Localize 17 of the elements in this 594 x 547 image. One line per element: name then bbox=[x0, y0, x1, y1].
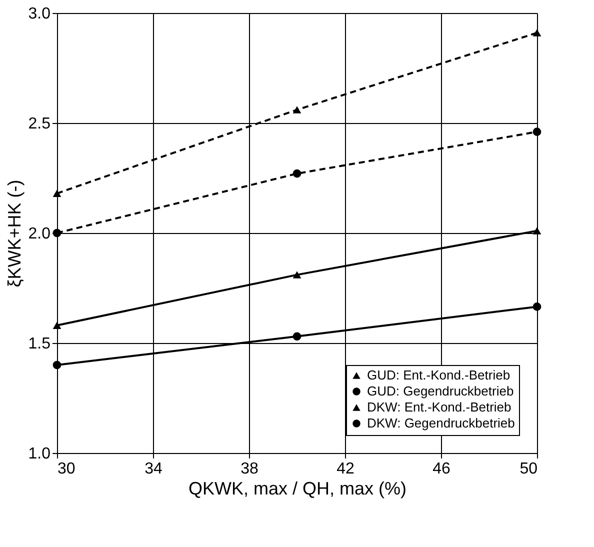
x-tick-label: 42 bbox=[336, 460, 354, 478]
x-axis-title: QKWK, max / QH, max (%) bbox=[188, 478, 407, 498]
legend-label: GUD: Ent.-Kond.-Betrieb bbox=[367, 368, 510, 382]
x-tick-label: 34 bbox=[144, 460, 162, 478]
y-tick-label: 3.0 bbox=[28, 6, 51, 22]
x-tick-label: 30 bbox=[58, 460, 76, 478]
y-tick-label: 1.5 bbox=[28, 336, 51, 352]
legend-label: DKW: Ent.-Kond.-Betrieb bbox=[367, 400, 512, 414]
x-tick-label: 46 bbox=[432, 460, 450, 478]
legend-label: DKW: Gegendruckbetrieb bbox=[367, 416, 515, 430]
x-tick-label: 38 bbox=[240, 460, 258, 478]
y-tick-label: 1.0 bbox=[28, 446, 51, 462]
y-tick-label: 2.5 bbox=[28, 116, 51, 132]
y-tick-label: 2.0 bbox=[28, 226, 51, 242]
x-tick-label: 50 bbox=[520, 460, 538, 478]
y-axis-title: ξKWK+HK (-) bbox=[4, 180, 24, 288]
legend-label: GUD: Gegendruckbetrieb bbox=[367, 384, 514, 398]
